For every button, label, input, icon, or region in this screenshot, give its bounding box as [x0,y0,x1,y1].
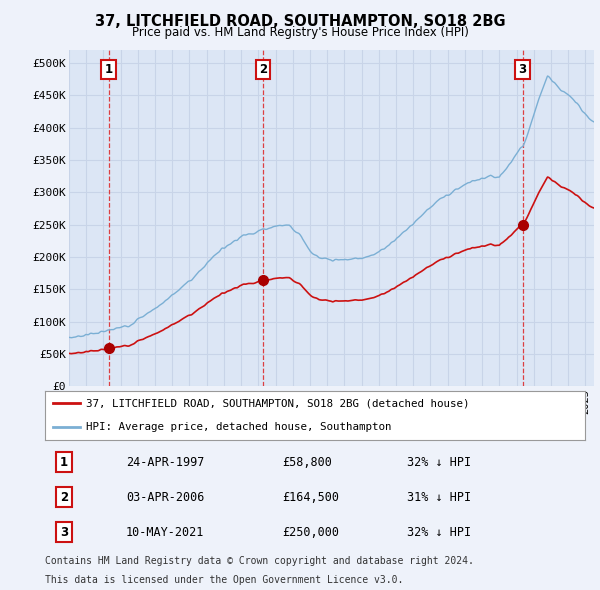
Text: £164,500: £164,500 [283,490,340,504]
Text: 32% ↓ HPI: 32% ↓ HPI [407,526,471,539]
Text: 37, LITCHFIELD ROAD, SOUTHAMPTON, SO18 2BG: 37, LITCHFIELD ROAD, SOUTHAMPTON, SO18 2… [95,14,505,29]
Text: 3: 3 [60,526,68,539]
Text: Price paid vs. HM Land Registry's House Price Index (HPI): Price paid vs. HM Land Registry's House … [131,26,469,39]
Text: Contains HM Land Registry data © Crown copyright and database right 2024.: Contains HM Land Registry data © Crown c… [45,556,474,566]
Text: £250,000: £250,000 [283,526,340,539]
Text: 2: 2 [60,490,68,504]
Text: 10-MAY-2021: 10-MAY-2021 [126,526,205,539]
Text: 1: 1 [104,63,113,76]
Text: 3: 3 [518,63,527,76]
Text: 37, LITCHFIELD ROAD, SOUTHAMPTON, SO18 2BG (detached house): 37, LITCHFIELD ROAD, SOUTHAMPTON, SO18 2… [86,398,469,408]
Text: 32% ↓ HPI: 32% ↓ HPI [407,455,471,468]
Text: 31% ↓ HPI: 31% ↓ HPI [407,490,471,504]
Text: £58,800: £58,800 [283,455,332,468]
Text: 1: 1 [60,455,68,468]
Text: 2: 2 [259,63,267,76]
Text: 24-APR-1997: 24-APR-1997 [126,455,205,468]
Text: This data is licensed under the Open Government Licence v3.0.: This data is licensed under the Open Gov… [45,575,403,585]
Text: 03-APR-2006: 03-APR-2006 [126,490,205,504]
Text: HPI: Average price, detached house, Southampton: HPI: Average price, detached house, Sout… [86,422,391,432]
